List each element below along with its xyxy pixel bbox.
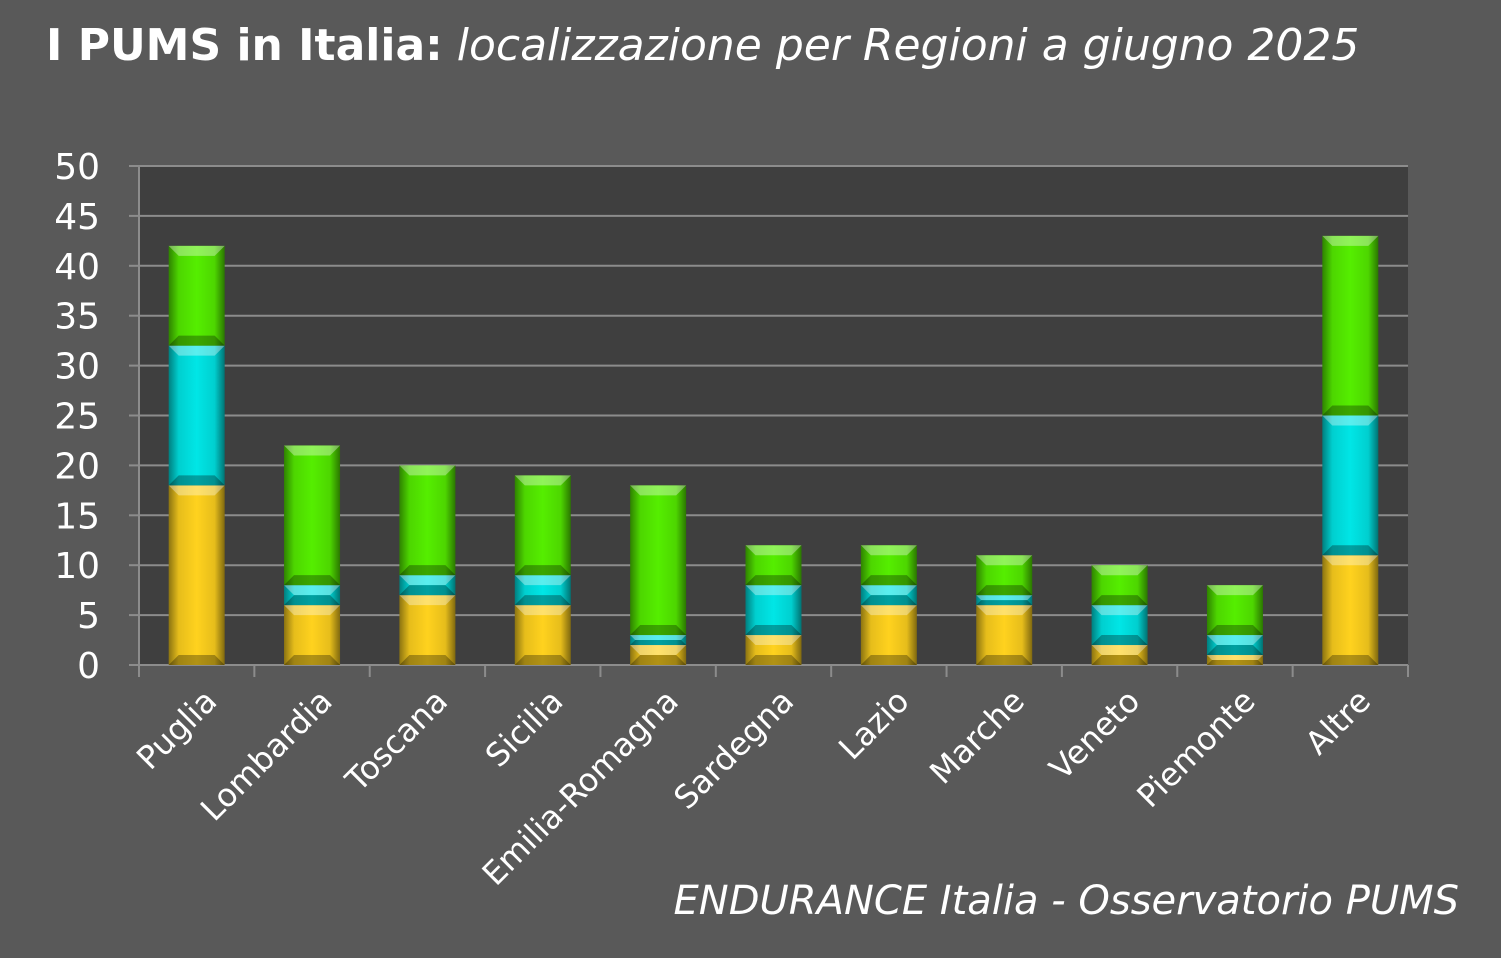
bar-segment	[1322, 555, 1379, 665]
bar-segment	[399, 575, 456, 596]
x-tick-label: Lazio	[831, 682, 916, 767]
y-tick-label: 5	[77, 596, 100, 637]
bar-segment	[1206, 585, 1263, 636]
y-axis-ticks: 0 5 10 15 20 25 30 35 40 45 50	[54, 147, 100, 687]
y-tick-label: 45	[54, 197, 100, 238]
bar-segment	[399, 465, 456, 576]
bar-segment	[1322, 415, 1379, 556]
x-tick-label: Emilia-Romagna	[475, 682, 686, 893]
x-tick-label: Marche	[922, 682, 1032, 792]
chart-title-subtitle: localizzazione per Regioni a giugno 2025	[456, 20, 1360, 71]
bar-segment	[976, 605, 1033, 665]
bar-segment	[745, 585, 802, 636]
x-tick-label: Sardegna	[666, 682, 801, 817]
y-tick-label: 35	[54, 297, 100, 338]
x-tick-label: Altre	[1298, 682, 1378, 762]
bar-segment	[1091, 565, 1148, 606]
bar-segment	[745, 545, 802, 586]
bar-segment	[168, 345, 225, 486]
y-tick-label: 25	[54, 397, 100, 438]
bar-segment	[630, 645, 687, 665]
bar-segment	[630, 635, 687, 646]
y-tick-label: 40	[54, 247, 100, 288]
x-tick-label: Puglia	[129, 682, 224, 777]
bar-segment	[284, 605, 341, 665]
y-tick-label: 50	[54, 147, 100, 188]
bar-segment	[976, 555, 1033, 596]
source-caption: ENDURANCE Italia - Osservatorio PUMS	[673, 878, 1459, 924]
bar-segment	[284, 445, 341, 586]
bar-segment	[168, 485, 225, 665]
bar-segment	[514, 575, 571, 606]
bar-segment	[630, 485, 687, 636]
bar-segment	[1091, 605, 1148, 646]
bar-segment	[168, 245, 225, 346]
bar-segment	[1206, 635, 1263, 656]
y-tick-label: 10	[54, 546, 100, 587]
x-tick-label: Sicilia	[478, 682, 571, 775]
y-tick-label: 15	[54, 496, 100, 537]
bar-segment	[860, 605, 917, 665]
bar-segment	[976, 595, 1033, 606]
x-tick-label: Piemonte	[1129, 682, 1262, 815]
bars	[168, 235, 1379, 665]
bar-segment	[745, 635, 802, 665]
bar-segment	[1322, 235, 1379, 416]
bar-segment	[514, 605, 571, 665]
bar-segment	[284, 585, 341, 606]
bar-segment	[1091, 645, 1148, 665]
chart-title-main: I PUMS in Italia:	[46, 20, 443, 71]
bar-segment	[860, 585, 917, 606]
x-tick-label: Veneto	[1042, 682, 1147, 787]
y-tick-label: 0	[77, 646, 100, 687]
bar-segment	[860, 545, 917, 586]
chart-title: I PUMS in Italia: localizzazione per Reg…	[46, 20, 1359, 71]
bar-segment	[399, 595, 456, 665]
bar-segment	[514, 475, 571, 576]
x-tick-label: Toscana	[337, 682, 455, 800]
gridlines	[139, 165, 1408, 617]
y-tick-label: 20	[54, 446, 100, 487]
y-tick-label: 30	[54, 347, 100, 388]
bar-segment	[1206, 655, 1263, 665]
